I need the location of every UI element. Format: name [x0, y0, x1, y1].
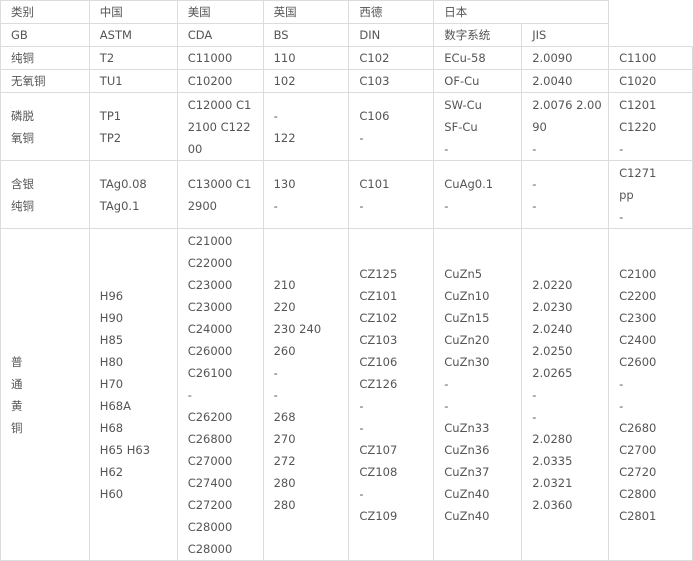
- table-cell: - -: [521, 160, 610, 229]
- table-cell: OF-Cu: [433, 69, 523, 93]
- table-cell: C101 -: [348, 160, 435, 229]
- table-cell: C102: [348, 46, 435, 70]
- header-cell: CDA: [176, 23, 264, 47]
- table-cell: C1271 pp -: [608, 160, 693, 229]
- header-cell: 类别: [0, 0, 90, 24]
- header-row-countries: 类别 中国 美国 英国 西德 日本: [0, 0, 693, 24]
- table-cell: CZ125 CZ101 CZ102 CZ103 CZ106 CZ126 - - …: [348, 228, 435, 561]
- table-cell: 2.0220 2.0230 2.0240 2.0250 2.0265 - - 2…: [521, 228, 610, 561]
- table-row: 磷脱 氧铜 TP1 TP2 C12000 C1 2100 C122 00 - 1…: [0, 92, 693, 161]
- table-cell: 210 220 230 240 260 - - 268 270 272 280 …: [262, 228, 350, 561]
- table-cell: 110: [262, 46, 350, 70]
- table-cell: C1201 C1220 -: [608, 92, 693, 161]
- table-cell: T2: [88, 46, 178, 70]
- table-cell: - 122: [262, 92, 350, 161]
- table-cell: C106 -: [348, 92, 435, 161]
- table-cell: 2.0076 2.00 90 -: [521, 92, 610, 161]
- table-cell: CuZn5 CuZn10 CuZn15 CuZn20 CuZn30 - - Cu…: [433, 228, 523, 561]
- table-cell: CuAg0.1 -: [433, 160, 523, 229]
- header-cell: GB: [0, 23, 90, 47]
- header-cell: ASTM: [88, 23, 178, 47]
- table-cell: C2100 C2200 C2300 C2400 C2600 - - C2680 …: [608, 228, 693, 561]
- table-cell: ECu-58: [433, 46, 523, 70]
- table-cell: C13000 C1 2900: [176, 160, 264, 229]
- table-cell: 含银 纯铜: [0, 160, 90, 229]
- header-row-standards: GB ASTM CDA BS DIN 数字系统 JIS: [0, 23, 693, 47]
- table-cell: C12000 C1 2100 C122 00: [176, 92, 264, 161]
- table-cell: TU1: [88, 69, 178, 93]
- table-row: 含银 纯铜 TAg0.08 TAg0.1 C13000 C1 2900 130 …: [0, 160, 693, 229]
- table-cell: C1100: [608, 46, 693, 70]
- table-cell: TP1 TP2: [88, 92, 178, 161]
- table-cell: C11000: [176, 46, 264, 70]
- header-cell: DIN: [348, 23, 435, 47]
- table-cell: 普 通 黄 铜: [0, 228, 90, 561]
- table-cell: 无氧铜: [0, 69, 90, 93]
- table-cell: 130 -: [262, 160, 350, 229]
- table-cell: 102: [262, 69, 350, 93]
- table-cell: H96 H90 H85 H80 H70 H68A H68 H65 H63 H62…: [88, 228, 178, 561]
- header-cell: 英国: [262, 0, 350, 24]
- table-cell: 2.0040: [521, 69, 610, 93]
- table-row: 纯铜 T2 C11000 110 C102 ECu-58 2.0090 C110…: [0, 46, 693, 70]
- table-row: 普 通 黄 铜 H96 H90 H85 H80 H70 H68A H68 H65…: [0, 228, 693, 561]
- table-cell: 2.0090: [521, 46, 610, 70]
- header-cell: 美国: [176, 0, 264, 24]
- header-cell: BS: [262, 23, 350, 47]
- table-cell: C21000 C22000 C23000 C23000 C24000 C2600…: [176, 228, 264, 561]
- header-cell: 日本: [433, 0, 610, 24]
- header-cell: 中国: [88, 0, 178, 24]
- empty-cell: [609, 1, 693, 24]
- table-cell: C10200: [176, 69, 264, 93]
- header-cell: JIS: [521, 23, 610, 47]
- header-cell: 数字系统: [433, 23, 523, 47]
- table-cell: SW-Cu SF-Cu -: [433, 92, 523, 161]
- table-cell: C1020: [608, 69, 693, 93]
- table-cell: TAg0.08 TAg0.1: [88, 160, 178, 229]
- empty-cell: [609, 24, 693, 47]
- table-cell: C103: [348, 69, 435, 93]
- table-row: 无氧铜 TU1 C10200 102 C103 OF-Cu 2.0040 C10…: [0, 69, 693, 93]
- table-cell: 磷脱 氧铜: [0, 92, 90, 161]
- table-cell: 纯铜: [0, 46, 90, 70]
- header-cell: 西德: [348, 0, 435, 24]
